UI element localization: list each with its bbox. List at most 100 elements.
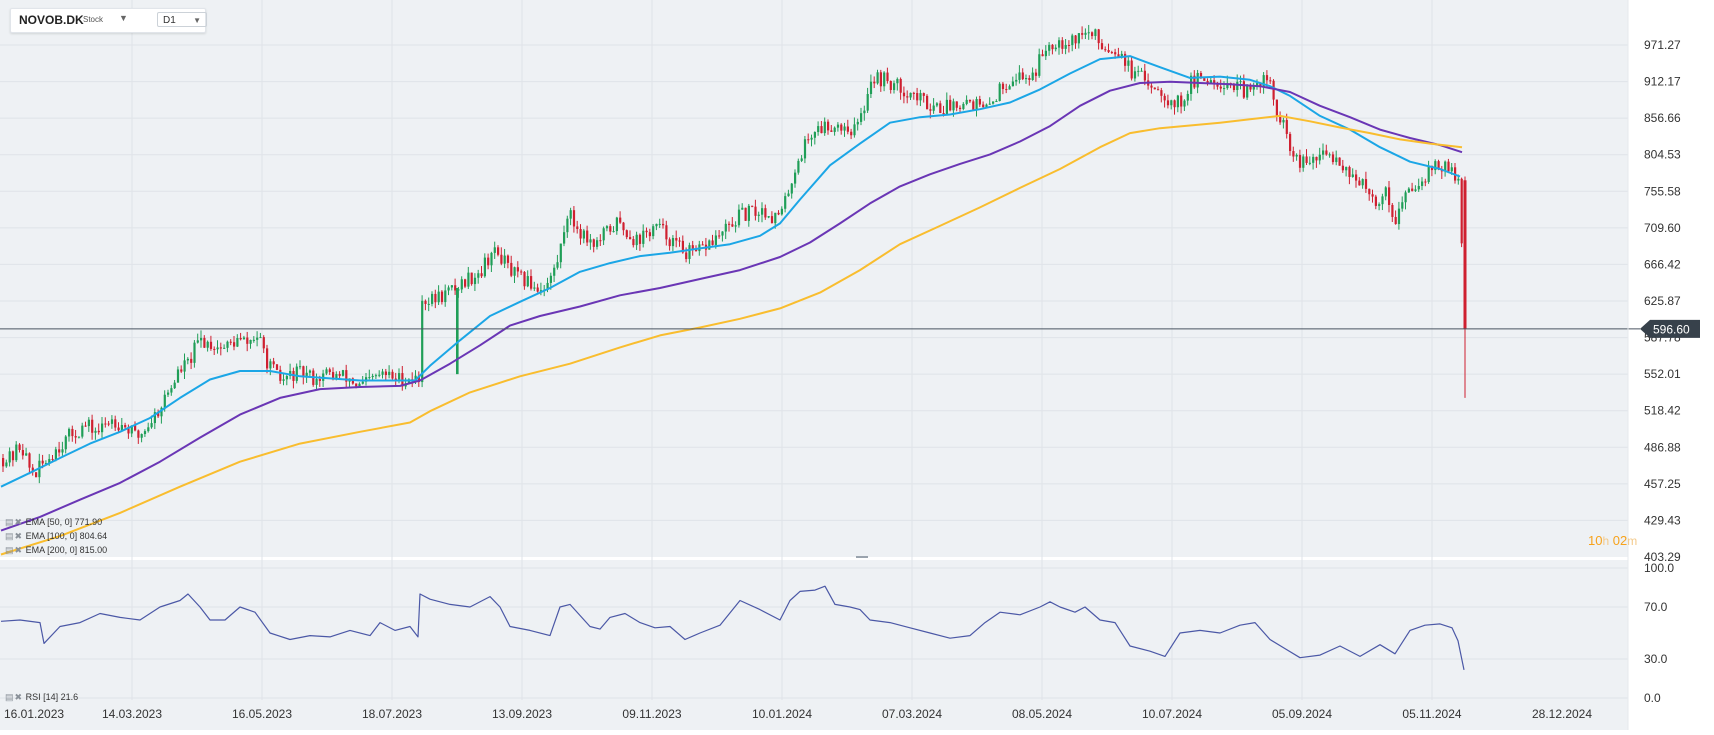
candle-up[interactable]	[823, 121, 826, 134]
candle-down[interactable]	[203, 337, 206, 348]
candle-up[interactable]	[800, 158, 803, 161]
candle-down[interactable]	[229, 341, 232, 343]
candle-up[interactable]	[1094, 29, 1097, 37]
candle-down[interactable]	[21, 450, 24, 456]
candle-down[interactable]	[1061, 40, 1064, 49]
candle-up[interactable]	[813, 132, 816, 138]
candle-down[interactable]	[1338, 157, 1341, 166]
candle-down[interactable]	[497, 247, 500, 255]
candle-down[interactable]	[1249, 85, 1252, 90]
candle-up[interactable]	[176, 369, 180, 383]
candle-down[interactable]	[302, 366, 305, 378]
candle-down[interactable]	[711, 240, 714, 245]
candle-down[interactable]	[137, 430, 140, 438]
candle-up[interactable]	[206, 341, 209, 348]
candle-up[interactable]	[1302, 156, 1305, 168]
candle-up[interactable]	[101, 423, 104, 433]
candle-up[interactable]	[1183, 100, 1186, 107]
candle-up[interactable]	[450, 285, 453, 288]
candle-up[interactable]	[985, 104, 988, 108]
candle-down[interactable]	[691, 245, 694, 250]
candle-up[interactable]	[1025, 77, 1028, 80]
candle-down[interactable]	[629, 237, 632, 240]
candle-up[interactable]	[153, 412, 156, 424]
candle-down[interactable]	[1374, 196, 1377, 206]
candle-down[interactable]	[233, 342, 236, 347]
candle-up[interactable]	[797, 160, 800, 173]
candle-down[interactable]	[318, 379, 321, 381]
candle-up[interactable]	[398, 373, 401, 380]
candle-up[interactable]	[533, 287, 536, 289]
candle-down[interactable]	[728, 223, 731, 225]
candle-down[interactable]	[272, 361, 275, 365]
candle-down[interactable]	[506, 255, 510, 263]
candle-up[interactable]	[757, 214, 760, 216]
candle-down[interactable]	[622, 222, 625, 231]
candle-up[interactable]	[1239, 81, 1242, 83]
candle-up[interactable]	[256, 337, 259, 340]
candle-up[interactable]	[1054, 47, 1057, 50]
candle-down[interactable]	[846, 126, 849, 132]
candle-up[interactable]	[1450, 167, 1453, 172]
candle-down[interactable]	[1143, 70, 1146, 81]
candle-up[interactable]	[1015, 79, 1018, 82]
candle-down[interactable]	[982, 104, 985, 108]
candle-up[interactable]	[602, 228, 605, 241]
candle-down[interactable]	[530, 276, 533, 289]
candle-up[interactable]	[1226, 82, 1229, 89]
candle-up[interactable]	[44, 463, 48, 465]
candle-up[interactable]	[589, 239, 592, 243]
candle-down[interactable]	[440, 291, 444, 303]
candle-down[interactable]	[71, 428, 74, 437]
settings-icon[interactable]: ▤	[5, 531, 14, 541]
candle-down[interactable]	[127, 427, 130, 434]
candle-down[interactable]	[219, 347, 222, 349]
candle-down[interactable]	[902, 92, 906, 97]
candle-down[interactable]	[338, 374, 341, 376]
candle-down[interactable]	[576, 226, 579, 230]
candle-down[interactable]	[1091, 32, 1094, 37]
candle-up[interactable]	[341, 370, 345, 376]
candle-down[interactable]	[434, 293, 437, 303]
candle-down[interactable]	[754, 206, 757, 216]
candle-up[interactable]	[1404, 192, 1407, 203]
candle-down[interactable]	[157, 412, 160, 417]
ema100-line[interactable]	[0, 80, 1463, 532]
candle-up[interactable]	[1011, 81, 1014, 87]
candle-up[interactable]	[503, 255, 506, 264]
candle-down[interactable]	[662, 223, 665, 226]
candle-up[interactable]	[1018, 72, 1021, 80]
candle-down[interactable]	[1437, 161, 1440, 169]
candle-up[interactable]	[734, 225, 737, 227]
candle-up[interactable]	[794, 172, 797, 184]
candle-down[interactable]	[1460, 178, 1463, 244]
candle-down[interactable]	[328, 369, 331, 373]
candle-up[interactable]	[774, 212, 777, 224]
candle-up[interactable]	[803, 139, 807, 159]
candle-up[interactable]	[15, 444, 18, 461]
candle-up[interactable]	[761, 208, 764, 215]
candle-down[interactable]	[384, 371, 387, 376]
candle-up[interactable]	[1084, 32, 1087, 35]
candle-down[interactable]	[1173, 100, 1176, 108]
candle-down[interactable]	[91, 419, 94, 433]
candle-up[interactable]	[559, 243, 562, 263]
candle-up[interactable]	[935, 103, 939, 106]
candle-down[interactable]	[645, 230, 648, 233]
candle-up[interactable]	[167, 392, 170, 395]
candle-up[interactable]	[140, 434, 143, 438]
legend-ema200[interactable]: ▤✖ EMA [200, 0] 815.00	[5, 545, 107, 556]
candle-down[interactable]	[978, 99, 981, 105]
candle-down[interactable]	[1067, 44, 1071, 46]
candle-up[interactable]	[1444, 161, 1447, 172]
candle-up[interactable]	[790, 183, 793, 194]
candle-up[interactable]	[371, 375, 374, 378]
candle-up[interactable]	[1312, 156, 1315, 163]
candle-down[interactable]	[751, 205, 754, 207]
candle-up[interactable]	[437, 291, 440, 303]
candle-down[interactable]	[638, 234, 642, 244]
candle-down[interactable]	[417, 375, 420, 383]
candle-down[interactable]	[41, 460, 44, 464]
candle-up[interactable]	[64, 436, 67, 450]
candle-up[interactable]	[975, 99, 978, 110]
